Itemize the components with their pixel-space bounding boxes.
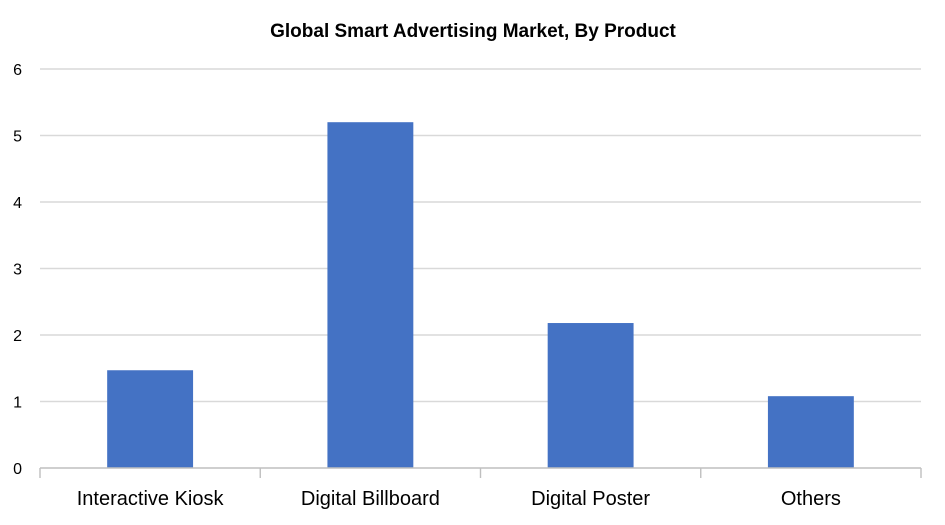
y-tick-label: 4 [13, 195, 22, 212]
bar-digital-billboard [327, 122, 414, 468]
y-tick-label: 3 [13, 262, 22, 279]
x-category-label: Digital Poster [531, 488, 650, 510]
chart-title: Global Smart Advertising Market, By Prod… [270, 21, 676, 42]
y-tick-label: 0 [13, 461, 22, 478]
bars [107, 122, 854, 468]
bar-interactive-kiosk [107, 370, 194, 468]
x-axis [39, 467, 922, 478]
y-tick-label: 5 [13, 129, 22, 146]
bar-others [767, 396, 854, 468]
x-category-label: Digital Billboard [301, 488, 440, 510]
y-tick-label: 1 [13, 395, 22, 412]
y-axis-tick-labels: 0 1 2 3 4 5 6 [13, 62, 22, 478]
x-category-label: Interactive Kiosk [77, 488, 225, 510]
gridlines [40, 68, 921, 403]
x-axis-category-labels: Interactive Kiosk Digital Billboard Digita… [77, 488, 841, 510]
y-tick-label: 6 [13, 62, 22, 79]
y-tick-label: 2 [13, 328, 22, 345]
bar-digital-poster [547, 323, 634, 468]
x-category-label: Others [781, 488, 841, 510]
